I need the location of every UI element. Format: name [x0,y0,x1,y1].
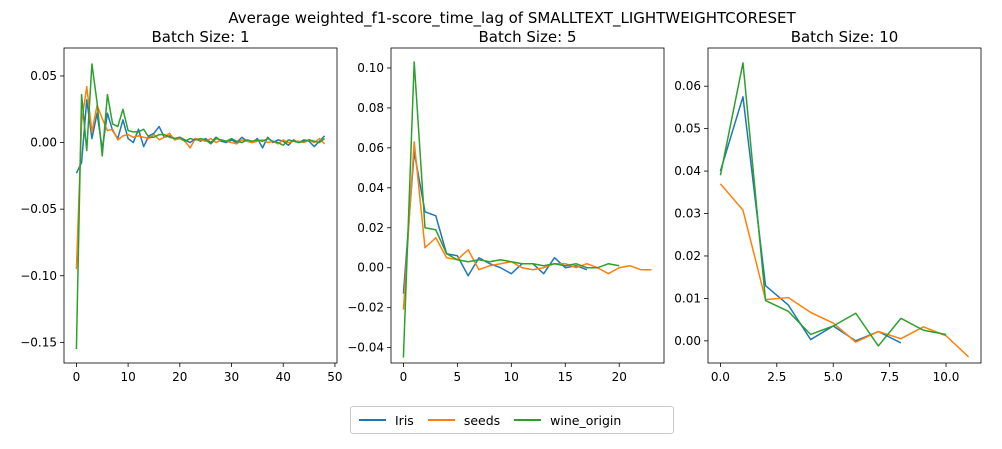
panel-3-ytick-label: 0.04 [674,164,701,178]
panel-1-ytick-label: −0.15 [20,335,57,349]
legend-label-seeds: seeds [463,412,501,428]
panel-2-ytick-label: 0.06 [357,141,384,155]
panel-3-title: Batch Size: 10 [791,28,899,46]
panel-1-ytick-label: 0.00 [30,136,57,150]
panel-3-xtick-label: 2.5 [767,370,786,384]
panel-3-xtick-label: 7.5 [880,370,899,384]
panel-3-ytick-label: 0.06 [674,79,701,93]
panel-2-ytick-label: −0.04 [347,341,384,355]
panel-3-ytick-label: 0.01 [674,291,701,305]
panel-2-xtick-label: 15 [558,370,573,384]
panel-3-xtick-label: 0.0 [711,370,730,384]
panel-1-title: Batch Size: 1 [151,28,249,46]
panel-1-xtick-label: 0 [73,370,81,384]
panel-1-xtick-label: 10 [120,370,135,384]
panel-3-ytick-label: 0.05 [674,122,701,136]
panel-2-series-wine-origin [402,61,620,358]
legend-item-seeds: seeds [427,412,501,428]
panel-3-ytick-label: 0.00 [674,334,701,348]
panel-2-xtick-label: 10 [504,370,519,384]
panel-2-ytick-label: −0.02 [347,301,384,315]
panel-1-series-wine-origin [75,63,326,350]
panel-2-title: Batch Size: 5 [478,28,576,46]
panel-2-ytick-label: 0.00 [357,261,384,275]
panel-2-ytick-label: 0.04 [357,181,384,195]
panel-2-series-iris [402,151,588,294]
legend-line-seeds [427,419,455,421]
panel-1-ytick-label: −0.10 [20,269,57,283]
legend-label-wine-origin: wine_origin [550,412,622,428]
panel-3-axes-frame [707,47,982,364]
panel-1-series-seeds [75,85,326,270]
panel-3-series-iris [719,96,902,344]
panel-2-ytick-label: 0.02 [357,221,384,235]
legend-label-iris: Iris [395,412,414,428]
panel-1-xtick-label: 50 [327,370,342,384]
legend-line-wine-origin [514,419,542,421]
panel-1-xtick-label: 30 [224,370,239,384]
panel-1-axes-frame [63,47,338,364]
panel-3-ytick-label: 0.02 [674,249,701,263]
panel-3-ytick-label: 0.03 [674,207,701,221]
panel-1-ytick-label: 0.05 [30,69,57,83]
legend-item-iris: Iris [359,413,414,428]
panel-2-xtick-label: 0 [400,370,408,384]
figure-title: Average weighted_f1-score_time_lag of SM… [228,9,796,28]
panel-2-ytick-label: 0.10 [357,61,384,75]
panel-3-xtick-label: 5.0 [824,370,843,384]
panel-3-series-seeds [719,183,970,358]
legend: Iris seeds wine_origin [350,406,674,434]
panel-2-ytick-label: 0.08 [357,101,384,115]
panel-1-series-iris [75,99,326,174]
panel-2-series-seeds [402,141,652,310]
panel-2-axes-frame [390,47,665,364]
panel-3-series-wine-origin [719,62,947,347]
panel-1-xtick-label: 40 [276,370,291,384]
panel-1-xtick-label: 20 [172,370,187,384]
legend-item-wine-origin: wine_origin [514,413,621,428]
panel-2-xtick-label: 20 [612,370,627,384]
legend-line-iris [359,419,386,421]
panel-2-xtick-label: 5 [454,370,462,384]
panel-1-ytick-label: −0.05 [20,202,57,216]
panel-3-xtick-label: 10.0 [933,370,960,384]
